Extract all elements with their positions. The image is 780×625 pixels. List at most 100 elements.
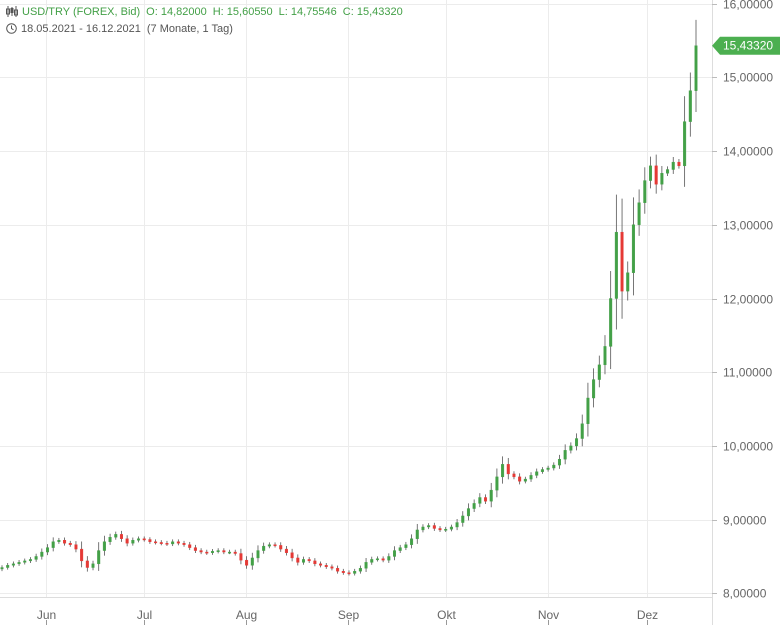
candle-body [535,471,539,476]
x-tick-label: Okt [437,608,456,622]
candle-body [17,562,21,565]
candle-body [478,497,482,504]
candle-body [233,551,237,554]
candle-body [353,571,357,574]
candle-body [159,542,163,544]
candle-body [449,526,453,530]
candle-body [23,560,27,563]
candle-body [569,445,573,451]
candle-body [301,559,305,563]
candle-body [472,503,476,509]
candle-body [46,547,50,553]
candle-body [119,534,123,539]
candle-body [199,550,203,553]
candle-body [91,563,95,568]
candle-body [620,231,624,292]
candle-body [404,544,408,548]
candle-body [216,550,220,552]
candlestick-icon [6,6,18,17]
candle-body [193,547,197,551]
candle-body [586,397,590,424]
candle-body [313,560,317,565]
candle-body [341,571,345,573]
candle-body [654,165,658,185]
x-tick-label: Jun [37,608,56,622]
candle-body [330,566,334,569]
candle-body [0,567,4,570]
date-span: (7 Monate, 1 Tag) [146,23,233,35]
candle-body [381,558,385,561]
candle-body [631,224,635,273]
candle-body [267,544,271,547]
candle-body [495,476,499,491]
candle-body [284,548,288,553]
candle-body [557,458,561,466]
candle-body [307,559,311,562]
instrument-name: USD/TRY (FOREX, Bid) [22,6,141,18]
open-value: O: 14,82000 [146,6,207,18]
candle-body [324,565,328,567]
y-tick-label: 8,00000 [723,587,767,601]
y-tick-label: 12,00000 [723,293,773,307]
candle-body [165,542,169,545]
candle-body [387,556,391,561]
close-value: C: 15,43320 [342,6,403,18]
y-tick-label: 11,00000 [723,366,772,380]
x-tick-label: Sep [338,608,360,622]
candle-body [563,450,567,460]
x-tick-label: Jul [137,608,152,622]
candle-body [603,346,607,366]
candle-body [125,538,129,544]
candle-body [188,544,192,548]
candle-body [142,538,146,541]
candle-body [364,562,368,569]
y-tick-label: 10,00000 [723,440,773,454]
candle-body [501,464,505,478]
candle-body [171,541,175,545]
x-tick-label: Dez [637,608,658,622]
candle-body [518,476,522,482]
x-tick-label: Nov [538,608,559,622]
x-tick-label: Aug [236,608,257,622]
candle-body [97,550,101,565]
candle-body [415,529,419,539]
candle-body [85,560,89,568]
candle-body [375,558,379,561]
candle-body [637,202,641,225]
candle-body [683,121,687,167]
candle-body [74,544,78,550]
candle-body [176,541,180,544]
candle-body [614,231,618,299]
candle-body [336,568,340,572]
last-price-label: 15,43320 [723,39,773,53]
candle-body [290,552,294,559]
candle-body [182,542,186,545]
date-range: 18.05.2021 - 16.12.2021 [21,23,141,35]
low-value: L: 14,75546 [278,6,337,18]
candle-body [205,551,209,554]
candle-body [529,475,533,480]
candle-body [80,548,84,562]
candle-body [228,551,232,554]
candle-body [523,478,527,482]
candle-body [626,272,630,292]
candle-body [592,379,596,399]
y-tick-label: 9,00000 [723,514,767,528]
instrument-header: USD/TRY (FOREX, Bid) O: 14,82000 H: 15,605… [6,6,403,18]
candle-body [28,559,32,562]
candle-body [222,550,226,553]
candle-body [666,169,670,174]
y-tick-label: 14,00000 [723,145,773,159]
candle-body [461,515,465,523]
candle-body [580,423,584,439]
candle-body [245,559,249,566]
candle-body [239,553,243,561]
candle-body [358,568,362,572]
candle-body [34,556,38,560]
candle-body [296,557,300,563]
last-price-tag-shape [712,36,780,55]
candle-body [444,528,448,531]
candle-body [108,537,112,542]
candle-body [660,173,664,185]
